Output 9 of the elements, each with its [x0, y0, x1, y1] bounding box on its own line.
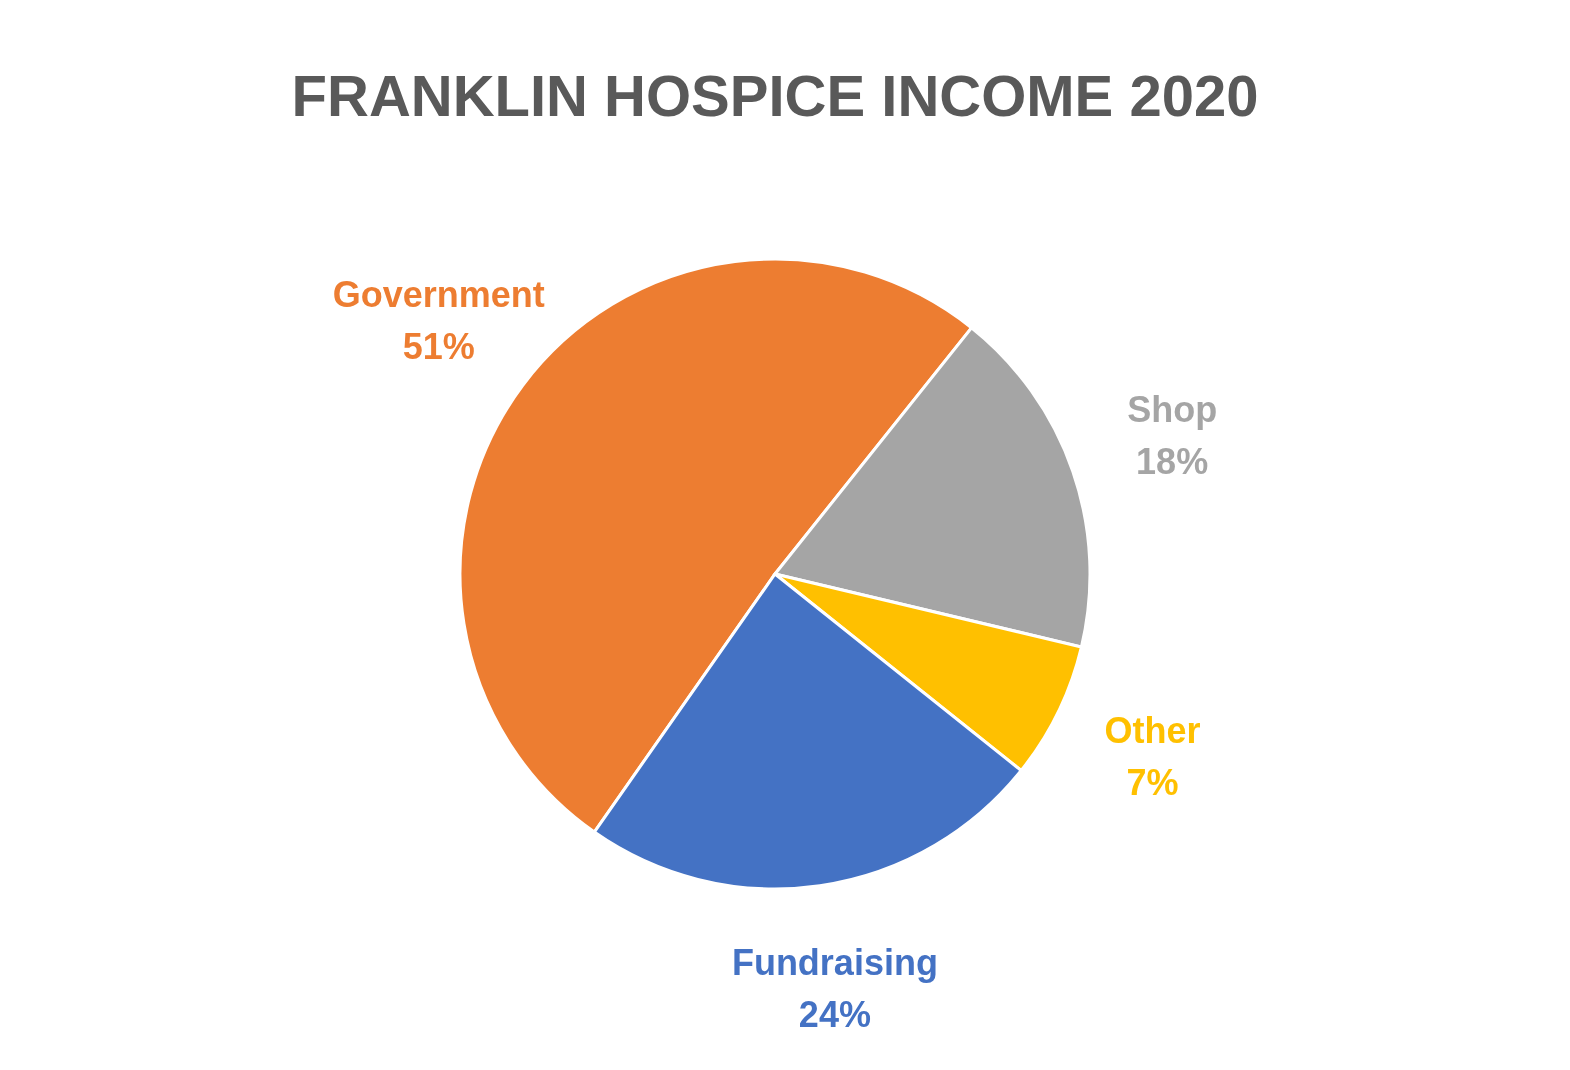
data-label: 7% — [1126, 762, 1179, 804]
slice-label: Fundraising — [731, 941, 938, 983]
slice-label: Other — [1104, 710, 1201, 752]
slice-label: Government — [332, 274, 545, 316]
data-label: 51% — [402, 326, 475, 368]
chart-title: FRANKLIN HOSPICE INCOME 2020 — [291, 63, 1259, 128]
data-label: 24% — [798, 993, 871, 1035]
slice-label: Shop — [1127, 389, 1218, 431]
data-label: 18% — [1136, 441, 1209, 483]
